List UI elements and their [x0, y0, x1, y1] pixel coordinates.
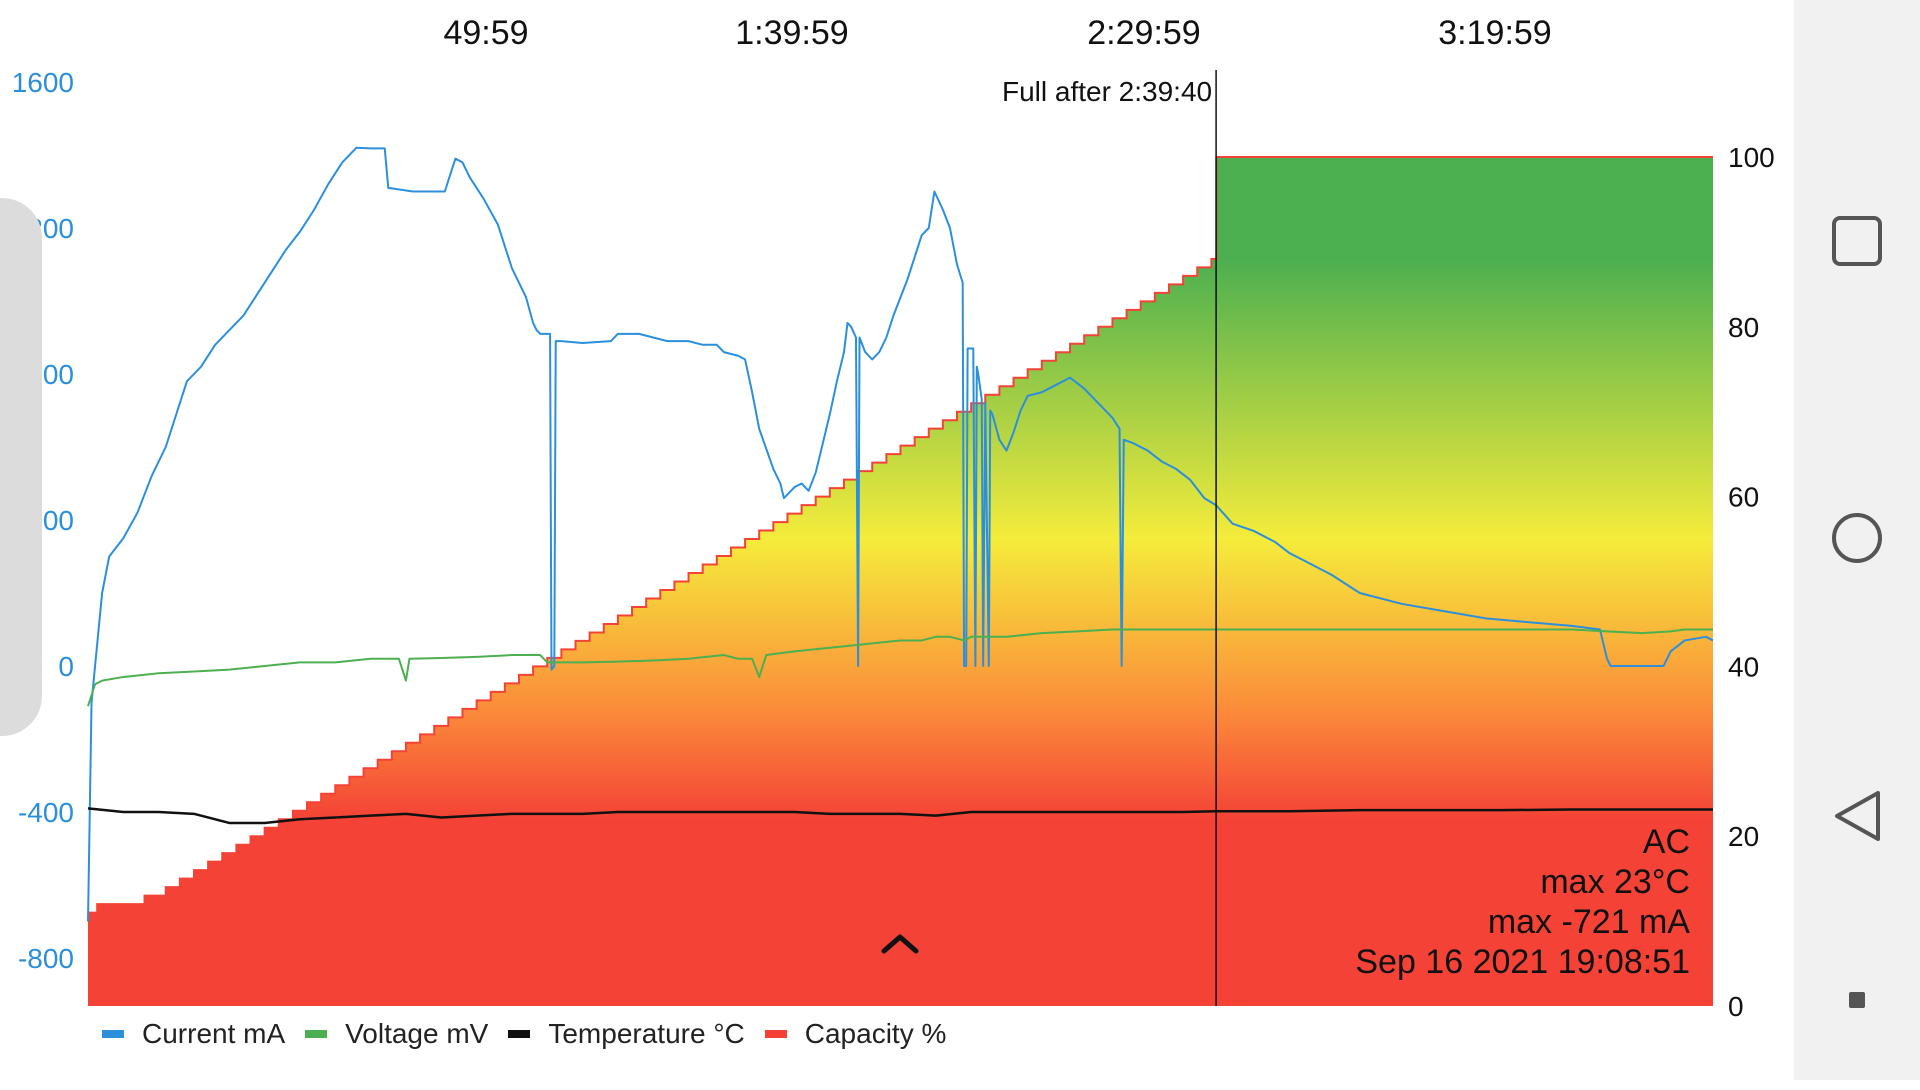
right-tick-label: 80	[1728, 312, 1759, 343]
assist-dot-icon	[1794, 990, 1920, 1090]
max-temperature: max 23°C	[1540, 863, 1690, 901]
time-label: 49:59	[443, 14, 528, 52]
legend-item-temperature: Temperature °C	[508, 1018, 745, 1050]
max-current: max -721 mA	[1487, 903, 1690, 941]
legend-item-current: Current mA	[102, 1018, 285, 1050]
right-tick-label: 0	[1728, 991, 1744, 1022]
right-tick-label: 60	[1728, 482, 1759, 513]
recents-icon[interactable]	[1794, 213, 1920, 313]
legend-swatch-voltage	[305, 1030, 328, 1038]
legend-label-voltage: Voltage mV	[345, 1018, 489, 1049]
legend-swatch-temperature	[508, 1030, 531, 1038]
timestamp: Sep 16 2021 19:08:51	[1355, 943, 1690, 981]
chart-legend: Current mA Voltage mV Temperature °C Cap…	[102, 1016, 946, 1052]
capacity-line	[88, 156, 1713, 914]
legend-swatch-current	[102, 1030, 124, 1038]
voltage-line	[87, 628, 1713, 707]
current-line	[87, 146, 1714, 922]
drawer-handle[interactable]	[0, 198, 42, 736]
info-overlay: AC max 23°C max -721 mA Sep 16 2021 19:0…	[1355, 822, 1690, 982]
time-label: 3:19:59	[1438, 14, 1551, 52]
time-label: 1:39:59	[735, 14, 848, 52]
legend-item-voltage: Voltage mV	[305, 1018, 488, 1050]
left-tick-label: 0	[58, 651, 74, 682]
legend-label-current: Current mA	[142, 1018, 286, 1049]
right-tick-label: 100	[1728, 142, 1775, 173]
navigation-bar	[1794, 0, 1920, 1080]
left-tick-label: -400	[18, 797, 74, 828]
capacity-area	[88, 157, 1713, 1006]
right-tick-label: 40	[1728, 651, 1759, 682]
power-source: AC	[1642, 823, 1690, 861]
left-tick-label: 1600	[12, 67, 74, 98]
right-tick-label: 20	[1728, 821, 1759, 852]
full-marker-label: Full after 2:39:40	[1002, 76, 1212, 107]
legend-label-temperature: Temperature °C	[548, 1018, 745, 1049]
time-label: 2:29:59	[1087, 14, 1200, 52]
legend-label-capacity: Capacity %	[804, 1018, 947, 1049]
back-icon[interactable]	[1794, 788, 1920, 888]
expand-chevron-icon[interactable]	[880, 920, 920, 965]
temperature-line	[87, 807, 1713, 825]
home-icon[interactable]	[1794, 510, 1920, 610]
left-tick-label: -800	[18, 943, 74, 974]
legend-item-capacity: Capacity %	[764, 1018, 947, 1050]
legend-swatch-capacity	[764, 1030, 787, 1038]
